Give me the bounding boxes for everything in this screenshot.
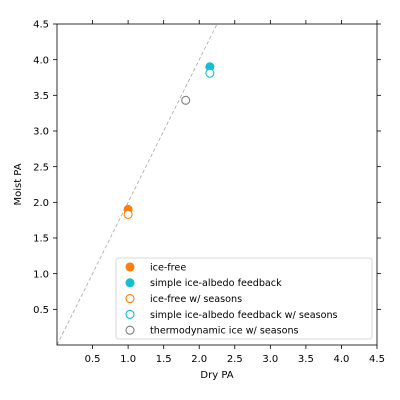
legend-label: ice-free w/ seasons — [150, 294, 242, 305]
x-tick-label: 1.5 — [156, 354, 172, 365]
legend-marker — [125, 309, 135, 319]
legend-label: thermodynamic ice w/ seasons — [150, 326, 299, 337]
x-tick-label: 3.0 — [262, 354, 278, 365]
x-tick-label: 4.0 — [333, 354, 349, 365]
data-point-ice-free-w-seasons — [123, 209, 133, 220]
legend-marker — [125, 294, 135, 304]
data-point-simple-ice-albedo-feedback-w-seasons — [205, 68, 215, 78]
legend: ice-free simple ice-albedo feedback ice-fr… — [115, 257, 373, 340]
y-axis-label: Moist PA — [13, 163, 24, 205]
legend-label: ice-free — [150, 262, 186, 273]
plot-area — [57, 24, 218, 345]
y-tick-label: 2.5 — [33, 162, 49, 173]
legend-marker — [125, 262, 135, 272]
y-tick-label: 1.0 — [33, 269, 49, 280]
legend-box — [115, 257, 373, 340]
axes: 0.5 1.0 1.5 2.0 2.5 3.0 3.5 4.0 4.5 0.5 1.0 1.5 2.0 2… — [13, 20, 385, 381]
x-axis-label: Dry PA — [200, 370, 233, 381]
x-tick-label: 4.5 — [369, 354, 385, 365]
y-tick-label: 4.5 — [33, 20, 49, 31]
x-tick-label: 1.0 — [120, 354, 136, 365]
legend-marker — [125, 325, 135, 335]
x-tick-label: 0.5 — [85, 354, 101, 365]
x-tick-label: 2.5 — [227, 354, 243, 365]
x-tick-label: 2.0 — [191, 354, 207, 365]
axes-frame — [56, 23, 378, 346]
legend-label: simple ice-albedo feedback w/ seasons — [150, 310, 338, 321]
y-tick-label: 1.5 — [33, 234, 49, 245]
y-tick-label: 0.5 — [33, 305, 49, 316]
data-point-thermodynamic-ice-w-seasons — [181, 95, 191, 105]
y-tick-label: 4.0 — [33, 55, 49, 66]
y-tick-label: 3.0 — [33, 127, 49, 138]
x-tick-label: 3.5 — [298, 354, 314, 365]
legend-marker — [125, 278, 135, 288]
legend-label: simple ice-albedo feedback — [150, 278, 282, 289]
y-tick-label: 3.5 — [33, 91, 49, 102]
y-tick-label: 2.0 — [33, 198, 49, 209]
